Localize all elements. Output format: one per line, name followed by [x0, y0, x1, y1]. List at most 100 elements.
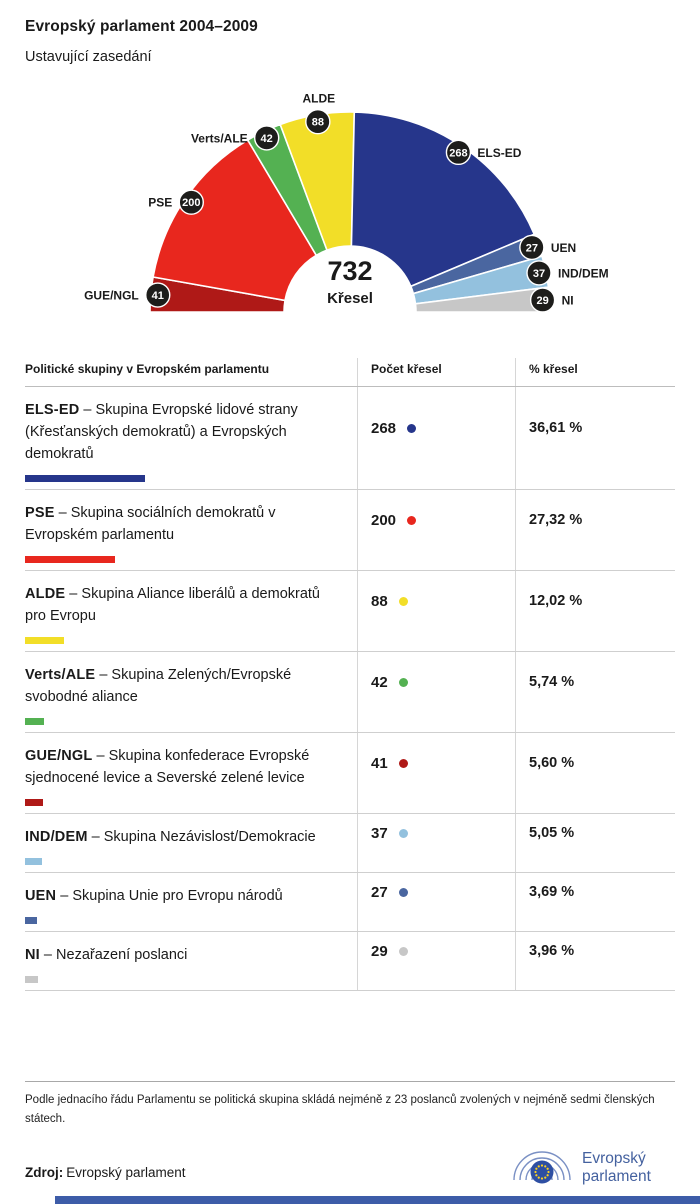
group-color-dot: [398, 887, 408, 897]
seat-badge-PSE: [178, 189, 204, 215]
table-row: NI – Nezařazení poslanci 29 3,96 %: [25, 932, 675, 992]
percent-cell: 3,69 %: [515, 873, 675, 932]
group-abbr: PSE: [25, 505, 55, 522]
segment-label-NI: NI: [562, 293, 574, 307]
table-row: ELS-ED – Skupina Evropské lidové strany …: [25, 387, 675, 491]
group-color-bar: [25, 475, 145, 483]
ep-logo: Evropský parlament: [513, 1150, 652, 1185]
group-color-bar: [25, 556, 115, 564]
group-abbr: ELS-ED: [25, 402, 80, 418]
table-row: PSE – Skupina sociálních demokratů v Evr…: [25, 490, 675, 572]
seat-badge-value: 268: [449, 147, 467, 159]
group-color-dot: [398, 946, 408, 956]
group-color-bar: [25, 917, 37, 925]
seats-cell: 268: [357, 387, 515, 490]
group-name: ALDE – Skupina Aliance liberálů a demokr…: [25, 586, 320, 625]
seat-badge-value: 200: [182, 197, 200, 209]
seats-cell: 37: [357, 814, 515, 873]
group-color-bar: [25, 976, 38, 984]
eu-flag-icon: [530, 1160, 554, 1184]
hemicycle-chart: 41 GUE/NGL 200 PSE 42 Verts/ALE 88 ALDE 268 ELS-E…: [84, 92, 609, 313]
seat-badge-value: 29: [537, 295, 549, 307]
segment-label-UEN: UEN: [551, 241, 576, 255]
group-abbr: ALDE: [25, 586, 66, 603]
page-subtitle: Ustavující zasedání: [25, 49, 152, 65]
seat-count: 42: [371, 673, 388, 691]
group-abbr: GUE/NGL: [25, 748, 93, 765]
seat-count: 88: [371, 592, 388, 610]
group-color-dot: [407, 515, 417, 525]
group-abbr: Verts/ALE: [25, 667, 96, 684]
seat-badge-value: 88: [312, 117, 324, 129]
seats-cell: 42: [357, 652, 515, 733]
segment-ELS-ED: [350, 111, 536, 288]
group-color-dot: [398, 758, 408, 768]
total-seats-label: Křesel: [327, 290, 373, 307]
footer-bottom: Zdroj: Evropský parlament Ev: [25, 1142, 675, 1188]
groups-table: Politické skupiny v Evropském parlamentu…: [25, 358, 675, 992]
group-cell: UEN – Skupina Unie pro Evropu národů: [25, 873, 357, 931]
group-color-dot: [398, 828, 408, 838]
seat-badge-ELS-ED: [445, 139, 472, 166]
seats-cell: 29: [357, 932, 515, 991]
seat-badge-IND/DEM: [526, 260, 552, 286]
seat-percent: 27,32 %: [529, 512, 583, 529]
footnote: Podle jednacího řádu Parlamentu se polit…: [25, 1081, 675, 1128]
seat-badge-GUE/NGL: [145, 282, 171, 308]
table-row: Verts/ALE – Skupina Zelených/Evropské sv…: [25, 652, 675, 734]
seat-count: 27: [371, 883, 388, 901]
seat-percent: 5,74 %: [529, 674, 575, 691]
footer-accent-bar: [55, 1196, 700, 1204]
group-abbr: IND/DEM: [25, 829, 88, 846]
group-name: NI – Nezařazení poslanci: [25, 947, 188, 964]
group-name: IND/DEM – Skupina Nezávislost/Demokracie: [25, 829, 316, 846]
segment-label-ELS-ED: ELS-ED: [477, 146, 521, 160]
seat-percent: 3,96 %: [529, 943, 575, 960]
group-color-bar: [25, 718, 44, 726]
group-color-bar: [25, 637, 64, 645]
table-body: ELS-ED – Skupina Evropské lidové strany …: [25, 387, 675, 992]
seats-cell: 27: [357, 873, 515, 932]
source-label: Zdroj:: [25, 1165, 64, 1180]
group-cell: NI – Nezařazení poslanci: [25, 932, 357, 990]
segment-label-PSE: PSE: [148, 196, 172, 210]
group-name: ELS-ED – Skupina Evropské lidové strany …: [25, 402, 298, 463]
group-color-dot: [407, 423, 417, 433]
table-row: IND/DEM – Skupina Nezávislost/Demokracie…: [25, 814, 675, 874]
seat-count: 37: [371, 824, 388, 842]
group-cell: ELS-ED – Skupina Evropské lidové strany …: [25, 387, 357, 489]
seat-badge-value: 37: [533, 268, 545, 280]
group-name: UEN – Skupina Unie pro Evropu národů: [25, 888, 283, 905]
group-color-dot: [398, 596, 408, 606]
seat-badge-Verts/ALE: [253, 125, 280, 151]
group-name: PSE – Skupina sociálních demokratů v Evr…: [25, 505, 276, 544]
group-name: Verts/ALE – Skupina Zelených/Evropské sv…: [25, 667, 292, 706]
logo-text-line1: Evropský: [582, 1150, 646, 1167]
table-row: GUE/NGL – Skupina konfederace Evropské s…: [25, 733, 675, 815]
seats-cell: 88: [357, 571, 515, 652]
seat-badge-value: 27: [526, 242, 538, 254]
segment-PSE: [152, 139, 318, 302]
segment-label-GUE/NGL: GUE/NGL: [84, 289, 139, 303]
group-cell: PSE – Skupina sociálních demokratů v Evr…: [25, 490, 357, 570]
seat-badge-value: 42: [261, 133, 273, 145]
group-name: GUE/NGL – Skupina konfederace Evropské s…: [25, 748, 310, 787]
group-cell: Verts/ALE – Skupina Zelených/Evropské sv…: [25, 652, 357, 732]
seat-badge-value: 41: [152, 290, 164, 302]
seat-percent: 5,60 %: [529, 755, 575, 772]
group-abbr: UEN: [25, 888, 57, 905]
seat-percent: 12,02 %: [529, 593, 583, 610]
page-title: Evropský parlament 2004–2009: [25, 18, 258, 35]
percent-cell: 27,32 %: [515, 490, 675, 571]
percent-cell: 12,02 %: [515, 571, 675, 652]
group-cell: IND/DEM – Skupina Nezávislost/Demokracie: [25, 814, 357, 872]
percent-cell: 5,74 %: [515, 652, 675, 733]
group-cell: ALDE – Skupina Aliance liberálů a demokr…: [25, 571, 357, 651]
source-value: Evropský parlament: [66, 1165, 186, 1180]
seat-count: 200: [371, 511, 397, 529]
percent-cell: 36,61 %: [515, 387, 675, 490]
group-color-bar: [25, 858, 42, 866]
seat-count: 41: [371, 754, 388, 772]
seats-cell: 200: [357, 490, 515, 571]
col-header-percent: % křesel: [515, 358, 675, 386]
